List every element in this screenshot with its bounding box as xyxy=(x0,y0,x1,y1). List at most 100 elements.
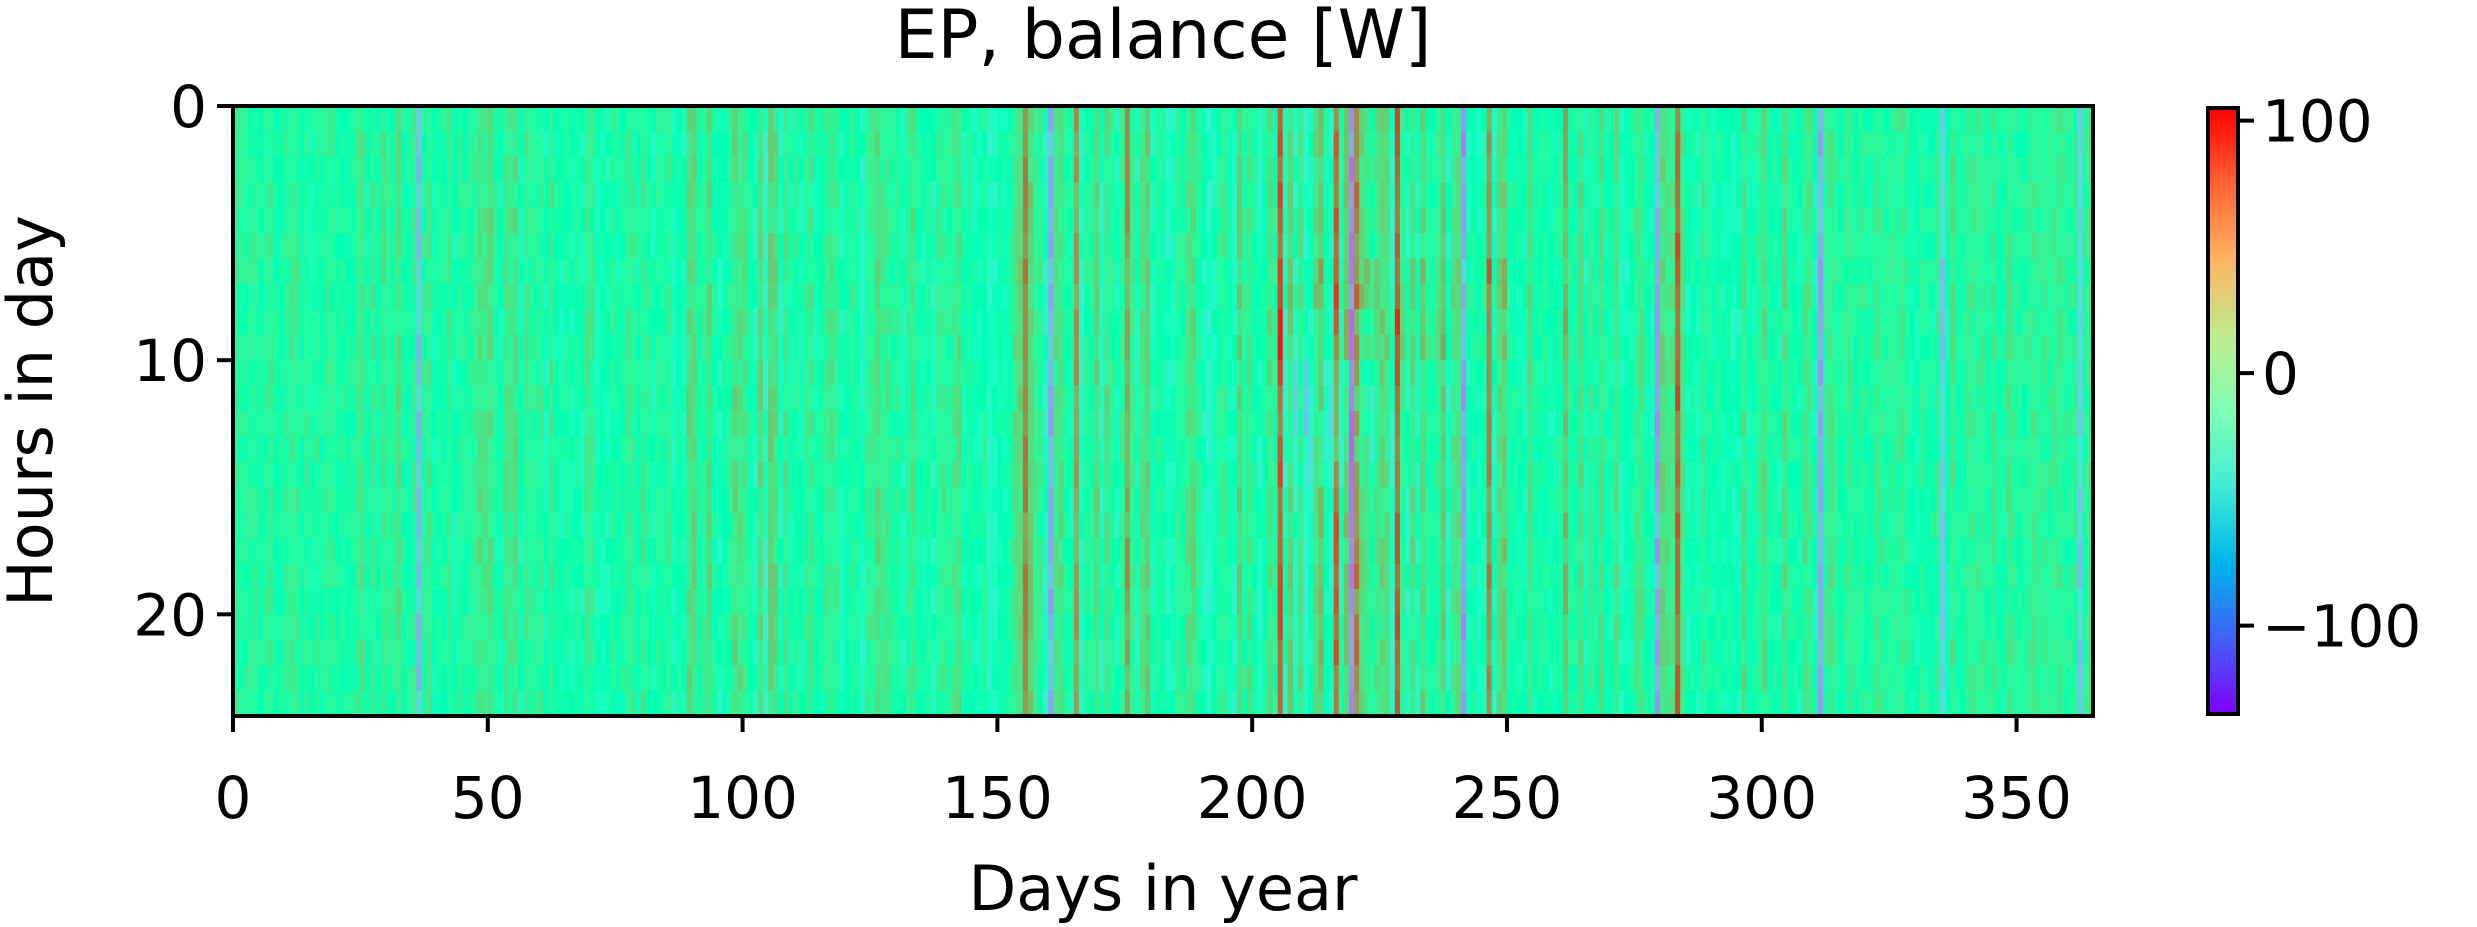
heatmap-cell xyxy=(971,487,978,514)
heatmap-cell xyxy=(1236,283,1243,310)
heatmap-cell xyxy=(798,106,805,133)
heatmap-cell xyxy=(406,360,412,387)
heatmap-cell xyxy=(966,411,973,438)
heatmap-cell xyxy=(1170,461,1177,488)
heatmap-cell xyxy=(426,690,433,717)
heatmap-cell xyxy=(1124,538,1131,565)
heatmap-cell xyxy=(401,436,407,463)
heatmap-cell xyxy=(727,360,733,387)
heatmap-cell xyxy=(1017,106,1024,133)
heatmap-cell xyxy=(722,156,728,183)
heatmap-cell xyxy=(299,156,305,183)
heatmap-cell xyxy=(375,588,382,615)
heatmap-cell xyxy=(569,360,576,387)
heatmap-cell xyxy=(513,283,519,310)
heatmap-cell xyxy=(915,690,922,717)
heatmap-cells xyxy=(233,106,2094,717)
heatmap-cell xyxy=(528,487,535,514)
heatmap-cell xyxy=(620,182,626,209)
heatmap-cell xyxy=(615,665,621,692)
heatmap-cell xyxy=(436,258,443,285)
heatmap-cell xyxy=(294,106,300,133)
heatmap-cell xyxy=(574,538,581,565)
heatmap-cell xyxy=(875,207,881,234)
heatmap-cell xyxy=(640,411,647,438)
heatmap-cell xyxy=(589,512,596,539)
heatmap-cell xyxy=(528,461,535,488)
heatmap-cell xyxy=(936,588,942,615)
heatmap-cell xyxy=(1206,258,1213,285)
heatmap-cell xyxy=(441,106,448,133)
heatmap-cell xyxy=(783,258,790,285)
heatmap-cell xyxy=(676,106,683,133)
heatmap-cell xyxy=(869,563,876,590)
heatmap-cell xyxy=(564,182,570,209)
heatmap-cell xyxy=(793,588,800,615)
heatmap-cell xyxy=(808,106,815,133)
heatmap-cell xyxy=(1221,639,1228,666)
heatmap-cell xyxy=(880,665,886,692)
heatmap-cell xyxy=(696,207,703,234)
heatmap-cell xyxy=(1226,334,1233,361)
heatmap-cell xyxy=(854,461,861,488)
heatmap-cell xyxy=(1257,614,1263,641)
heatmap-cell xyxy=(1201,487,1207,514)
heatmap-cell xyxy=(915,588,922,615)
heatmap-cell xyxy=(819,156,825,183)
heatmap-cell xyxy=(513,385,519,412)
heatmap-cell xyxy=(1150,461,1156,488)
heatmap-cell xyxy=(1282,588,1289,615)
heatmap-cell xyxy=(396,309,402,336)
heatmap-cell xyxy=(447,283,453,310)
heatmap-cell xyxy=(798,334,805,361)
heatmap-cell xyxy=(681,461,688,488)
heatmap-cell xyxy=(401,665,407,692)
heatmap-cell xyxy=(304,588,311,615)
heatmap-cell xyxy=(319,665,326,692)
heatmap-cell xyxy=(283,258,290,285)
heatmap-cell xyxy=(528,258,535,285)
heatmap-cell xyxy=(640,563,647,590)
heatmap-cell xyxy=(518,614,525,641)
heatmap-cell xyxy=(268,156,275,183)
heatmap-cell xyxy=(1257,639,1263,666)
heatmap-cell xyxy=(686,106,693,133)
heatmap-cell xyxy=(329,258,336,285)
heatmap-cell xyxy=(253,283,260,310)
heatmap-cell xyxy=(732,411,739,438)
heatmap-cell xyxy=(885,588,891,615)
heatmap-cell xyxy=(1073,461,1080,488)
heatmap-cell xyxy=(1252,131,1258,158)
heatmap-cell xyxy=(671,385,677,412)
heatmap-cell xyxy=(864,131,871,158)
heatmap-cell xyxy=(375,156,382,183)
heatmap-cell xyxy=(1033,614,1039,641)
heatmap-cell xyxy=(385,334,392,361)
heatmap-cell xyxy=(1058,283,1065,310)
heatmap-cell xyxy=(467,385,474,412)
heatmap-cell xyxy=(579,461,586,488)
heatmap-cell xyxy=(1252,360,1258,387)
heatmap-cell xyxy=(1129,360,1136,387)
heatmap-cell xyxy=(982,512,988,539)
heatmap-cell xyxy=(314,665,321,692)
heatmap-cell xyxy=(294,283,300,310)
heatmap-cell xyxy=(554,385,560,412)
heatmap-cell xyxy=(793,334,800,361)
heatmap-cell xyxy=(951,411,958,438)
heatmap-cell xyxy=(813,182,820,209)
heatmap-cell xyxy=(701,588,708,615)
heatmap-cell xyxy=(650,233,657,260)
heatmap-cell xyxy=(666,487,672,514)
heatmap-cell xyxy=(834,156,841,183)
heatmap-cell xyxy=(956,690,963,717)
heatmap-cell xyxy=(696,182,703,209)
heatmap-cell xyxy=(1027,334,1034,361)
heatmap-cell xyxy=(854,614,861,641)
heatmap-cell xyxy=(518,385,525,412)
heatmap-cell xyxy=(946,156,953,183)
heatmap-cell xyxy=(431,538,438,565)
heatmap-cell xyxy=(610,436,616,463)
heatmap-cell xyxy=(778,487,784,514)
heatmap-cell xyxy=(447,614,453,641)
